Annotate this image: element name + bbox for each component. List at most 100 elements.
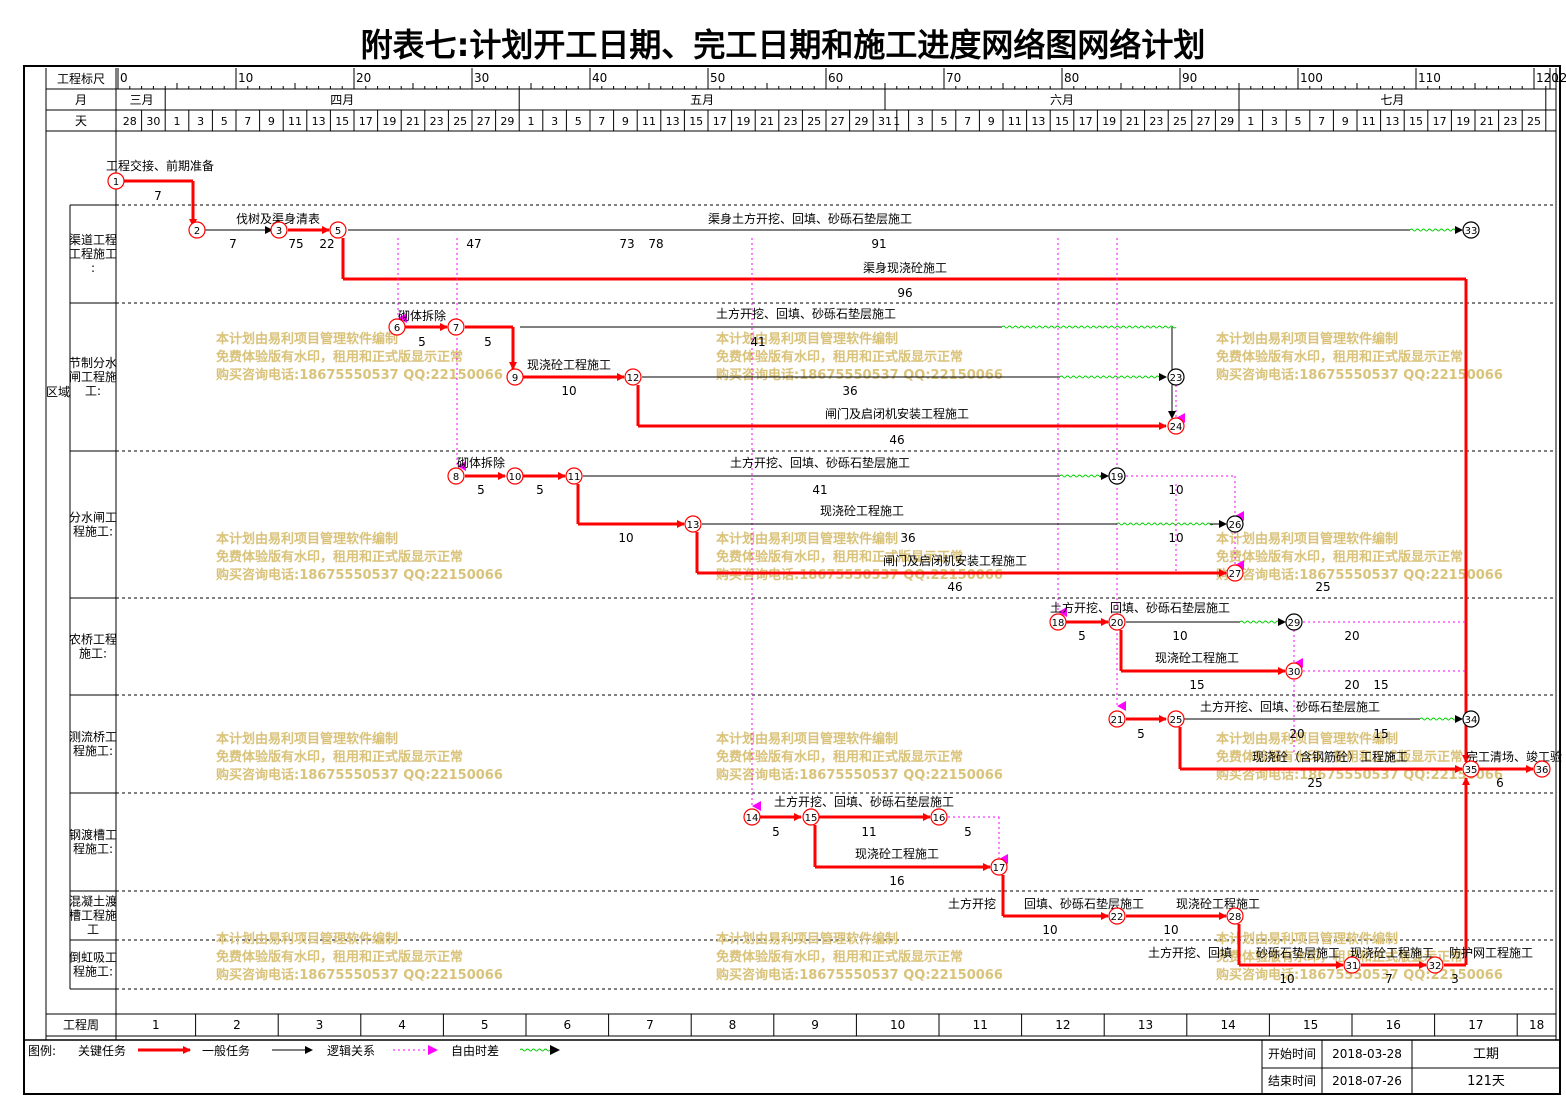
duration-label: 96 — [897, 286, 912, 300]
network-node — [1167, 710, 1185, 728]
network-node — [188, 221, 206, 239]
duration-label: 20 — [1344, 678, 1359, 692]
day-number: 9 — [1342, 115, 1349, 128]
legend-critical-label: 关键任务 — [78, 1043, 126, 1058]
lane-label: 渠道工程 — [69, 232, 117, 247]
watermark-text: 免费体验版有水印，租用和正式版显示正常 — [716, 949, 963, 965]
duration-label: 36 — [842, 384, 857, 398]
day-number: 5 — [1295, 115, 1302, 128]
duration-label: 46 — [947, 580, 962, 594]
scale-tick-label: 10 — [238, 71, 253, 85]
task-label: 防护网工程施工 — [1449, 945, 1533, 960]
day-number: 25 — [453, 115, 467, 128]
week-number: 14 — [1220, 1018, 1235, 1032]
duration-label: 16 — [889, 874, 904, 888]
float-wave — [519, 1048, 551, 1052]
network-node — [1108, 907, 1126, 925]
day-number: 21 — [1126, 115, 1140, 128]
watermark-text: 购买咨询电话:18675550537 QQ:22150066 — [716, 767, 1003, 783]
scale-tick-label: 90 — [1182, 71, 1197, 85]
network-node — [1285, 662, 1303, 680]
watermark-text: 购买咨询电话:18675550537 QQ:22150066 — [716, 567, 1003, 583]
day-number: 11 — [642, 115, 656, 128]
day-number: 3 — [551, 115, 558, 128]
week-number: 18 — [1529, 1018, 1544, 1032]
day-number: 7 — [244, 115, 251, 128]
duration-label: 7 — [1385, 972, 1393, 986]
duration-label: 10 — [1163, 923, 1178, 937]
watermark-text: 本计划由易利项目管理软件编制 — [716, 531, 898, 547]
lane-label: 程施工: — [73, 743, 113, 758]
scale-tick-label: 60 — [828, 71, 843, 85]
task-label: 土方开挖、回填、砂砾石垫层施工 — [1050, 600, 1230, 615]
day-number: 25 — [1173, 115, 1187, 128]
duration-label: 41 — [812, 483, 827, 497]
network-node — [1226, 515, 1244, 533]
day-number: 13 — [666, 115, 680, 128]
watermark-text: 本计划由易利项目管理软件编制 — [216, 531, 398, 547]
watermark-text: 购买咨询电话:18675550537 QQ:22150066 — [1216, 567, 1503, 583]
duration-label: 7 — [154, 189, 162, 203]
node-number: 5 — [335, 226, 341, 237]
duration-label: 5 — [772, 825, 780, 839]
day-number: 27 — [477, 115, 491, 128]
node-number: 9 — [512, 373, 518, 384]
lane-label: 钢渡槽工 — [69, 827, 117, 842]
float-wave — [1001, 325, 1177, 329]
duration-label: 5 — [1078, 629, 1086, 643]
day-number: 25 — [1527, 115, 1541, 128]
task-label: 砌体拆除 — [398, 308, 446, 323]
day-number: 23 — [1149, 115, 1163, 128]
task-label: 土方开挖、回填、砂砾石垫层施工 — [1200, 699, 1380, 714]
month-label-cell: 五月 — [690, 93, 714, 107]
day-number: 25 — [807, 115, 821, 128]
node-number: 20 — [1111, 618, 1124, 629]
node-number: 11 — [568, 472, 581, 483]
watermark-text: 免费体验版有水印，租用和正式版显示正常 — [216, 749, 463, 765]
network-node — [684, 515, 702, 533]
float-wave — [1419, 717, 1457, 721]
task-label: 土方开挖 — [948, 896, 996, 911]
month-label: 月 — [75, 93, 87, 107]
network-node — [1167, 368, 1185, 386]
day-number: 19 — [1456, 115, 1470, 128]
day-number: 29 — [1220, 115, 1234, 128]
watermark-text: 免费体验版有水印，租用和正式版显示正常 — [716, 349, 963, 365]
node-number: 28 — [1229, 912, 1242, 923]
lane-label: 工程施工 — [69, 246, 117, 261]
task-label: 砂砾石垫层施工 — [1256, 945, 1340, 960]
network-node — [624, 368, 642, 386]
day-number: 9 — [988, 115, 995, 128]
outer-frame — [23, 65, 1561, 1095]
day-number: 7 — [964, 115, 971, 128]
node-number: 12 — [627, 373, 640, 384]
watermark-text: 本计划由易利项目管理软件编制 — [216, 331, 398, 347]
day-number: 1 — [1247, 115, 1254, 128]
day-number: 7 — [598, 115, 605, 128]
task-label: 土方开挖、回填、砂砾石垫层施工 — [730, 455, 910, 470]
week-number: 3 — [316, 1018, 324, 1032]
network-node — [743, 808, 761, 826]
start-time-label: 开始时间 — [1268, 1047, 1316, 1061]
watermark-text: 购买咨询电话:18675550537 QQ:22150066 — [216, 367, 503, 383]
day-number: 28 — [123, 115, 137, 128]
network-node — [1226, 907, 1244, 925]
day-number: 3 — [917, 115, 924, 128]
day-number: 19 — [382, 115, 396, 128]
task-label: 完工清场、竣工验 — [1466, 749, 1562, 764]
lane-label: 农桥工程 — [69, 632, 117, 647]
node-number: 32 — [1429, 961, 1442, 972]
start-time-value: 2018-03-28 — [1332, 1047, 1402, 1061]
watermark-text: 购买咨询电话:18675550537 QQ:22150066 — [716, 967, 1003, 983]
day-number: 15 — [689, 115, 703, 128]
node-number: 27 — [1229, 569, 1242, 580]
lane-label: 程施工: — [73, 524, 113, 539]
scale-tick-label: 30 — [474, 71, 489, 85]
node-number: 24 — [1170, 422, 1183, 433]
network-node — [388, 318, 406, 336]
day-number: 19 — [736, 115, 750, 128]
day-number: 13 — [1385, 115, 1399, 128]
scale-tick-label: 80 — [1064, 71, 1079, 85]
node-number: 25 — [1170, 715, 1183, 726]
lane-label: 工 — [87, 923, 99, 937]
